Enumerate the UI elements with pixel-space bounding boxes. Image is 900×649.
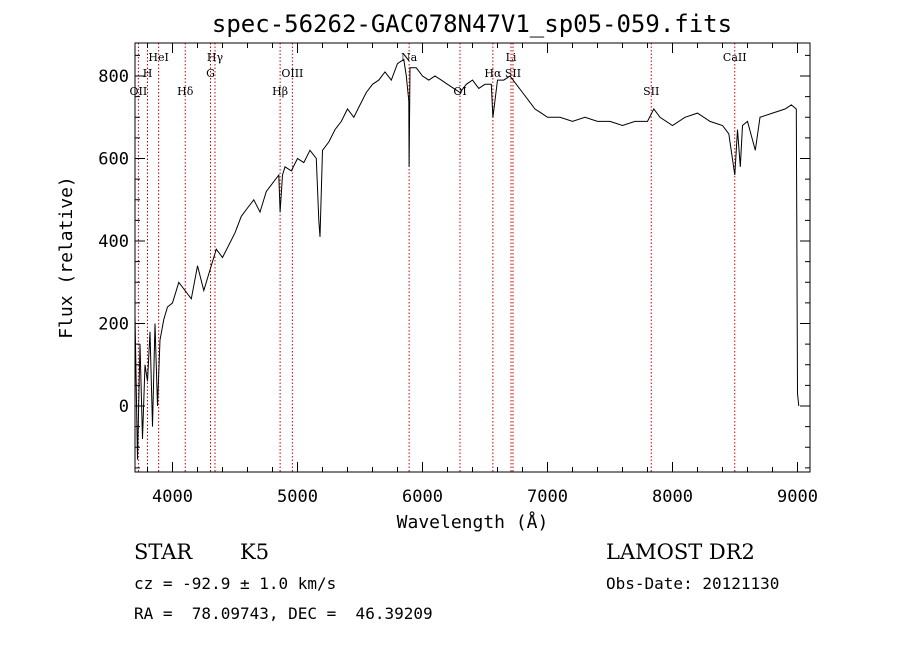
y-tick-label: 600	[98, 150, 129, 170]
marker-label: HeI	[148, 51, 168, 64]
marker-label: Hδ	[177, 85, 194, 98]
marker-label: Na	[401, 51, 418, 64]
marker-label: Li	[506, 51, 517, 64]
object-class: STAR	[134, 540, 193, 564]
plot-frame	[134, 42, 811, 473]
marker-label: Hγ	[207, 51, 224, 64]
y-axis-label: Flux (relative)	[56, 176, 77, 339]
marker-label: G	[206, 67, 215, 80]
y-tick-label: 400	[98, 232, 129, 252]
marker-label: Hβ	[272, 85, 288, 98]
marker-label: SII	[643, 85, 659, 98]
x-axis-label: Wavelength (Å)	[397, 511, 549, 533]
redshift-readout: cz = -92.9 ± 1.0 km/s	[134, 574, 337, 593]
spectrum-line	[134, 58, 800, 460]
coordinates: RA = 78.09743, DEC = 46.39209	[134, 604, 433, 623]
y-tick-label: 800	[98, 67, 129, 87]
object-subclass: K5	[240, 540, 270, 564]
chart-title: spec-56262-GAC078N47V1_sp05-059.fits	[212, 10, 732, 38]
spectrum-chart: spec-56262-GAC078N47V1_sp05-059.fits OII…	[56, 10, 818, 533]
marker-label: OII	[130, 85, 148, 98]
marker-label: CaII	[723, 51, 747, 64]
marker-label: OIII	[281, 67, 303, 80]
x-tick-label: 4000	[152, 487, 193, 507]
x-tick-label: 5000	[277, 487, 318, 507]
x-tick-label: 6000	[402, 487, 443, 507]
x-tick-label: 7000	[527, 487, 568, 507]
obs-date: Obs-Date: 20121130	[606, 574, 780, 593]
y-tick-label: 200	[98, 315, 129, 335]
survey-name: LAMOST DR2	[606, 540, 755, 564]
marker-label: H	[143, 67, 153, 80]
axis-ticks: 4000 5000 6000 7000 8000 9000 0 200 400 600 800	[98, 43, 818, 507]
x-tick-label: 9000	[777, 487, 818, 507]
x-tick-label: 8000	[652, 487, 693, 507]
y-tick-label: 0	[119, 397, 129, 417]
marker-label: Hα	[484, 67, 502, 80]
